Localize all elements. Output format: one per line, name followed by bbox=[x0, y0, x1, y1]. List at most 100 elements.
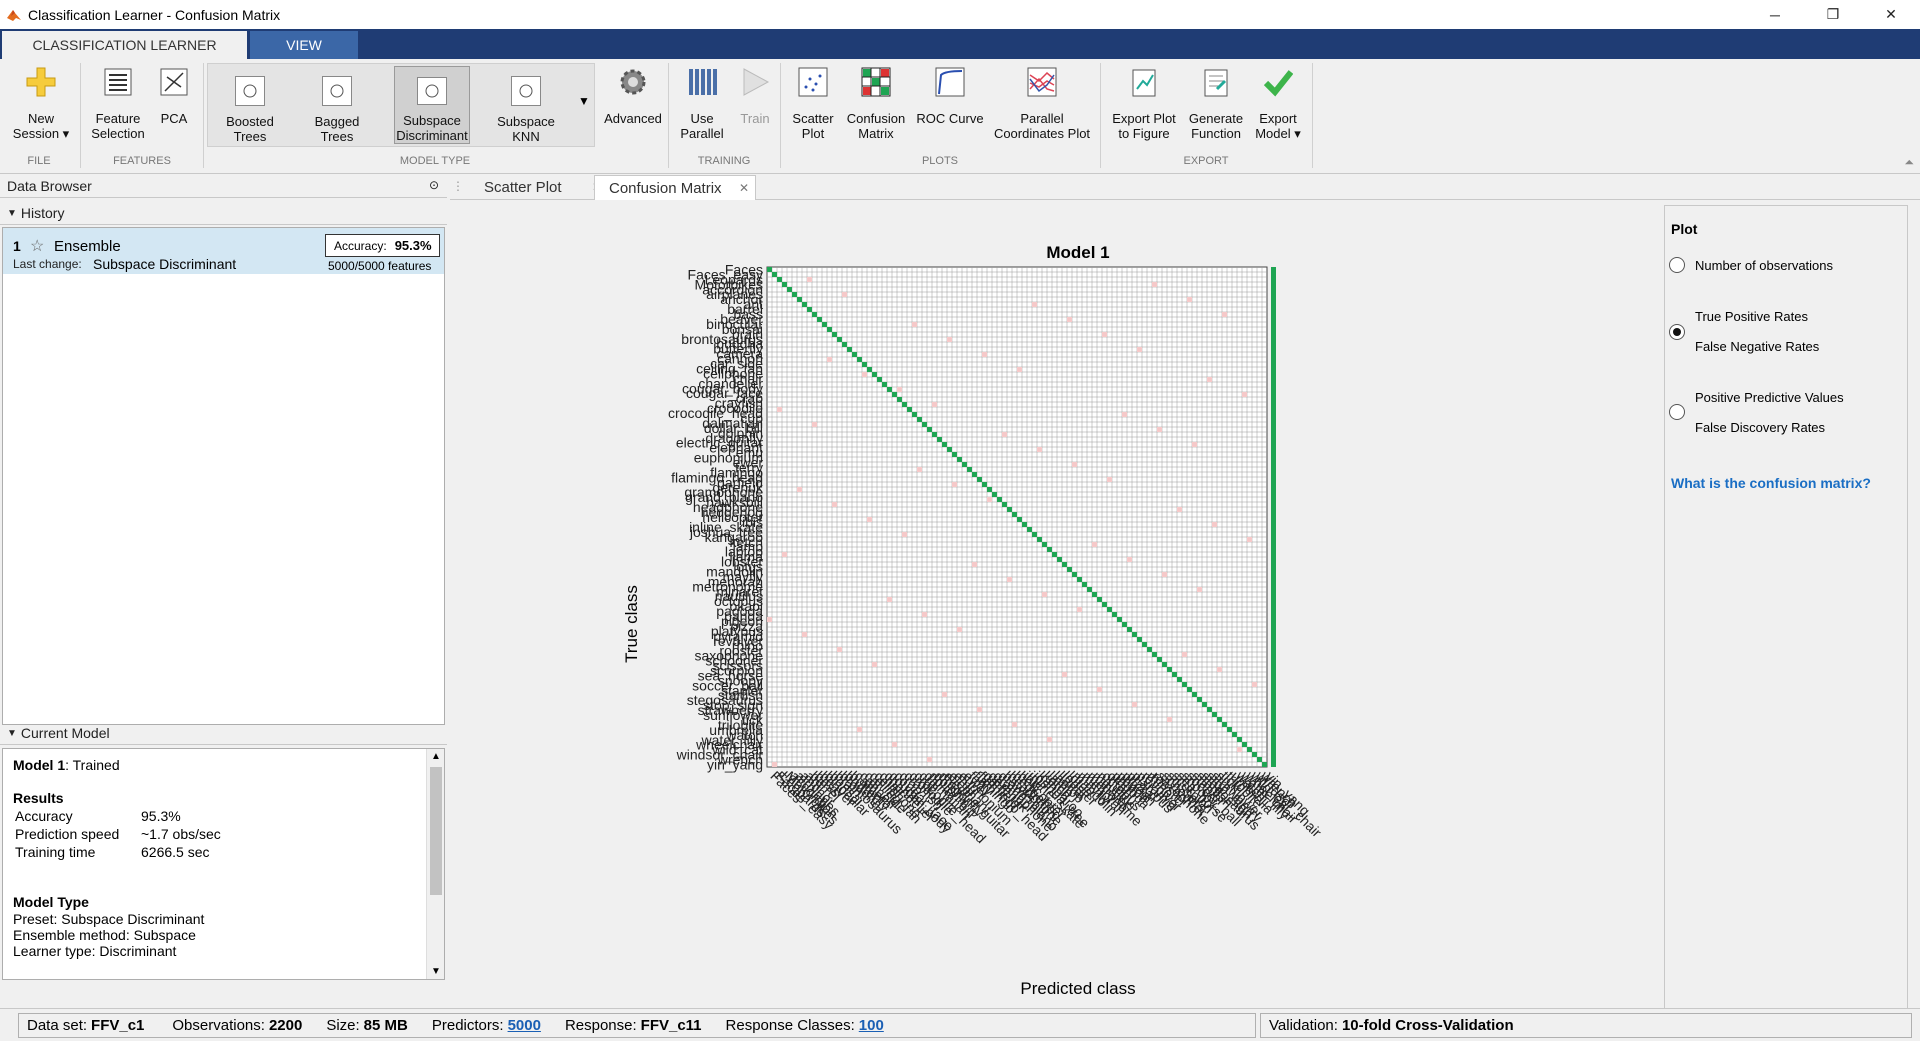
tpr-cell[interactable] bbox=[1271, 542, 1276, 547]
tpr-cell[interactable] bbox=[1271, 392, 1276, 397]
offdiag-cell[interactable] bbox=[1122, 412, 1127, 417]
diagonal-cell[interactable] bbox=[922, 422, 927, 427]
tpr-cell[interactable] bbox=[1271, 712, 1276, 717]
tpr-cell[interactable] bbox=[1271, 567, 1276, 572]
tpr-cell[interactable] bbox=[1271, 612, 1276, 617]
diagonal-cell[interactable] bbox=[847, 347, 852, 352]
history-header[interactable]: ▼ History bbox=[0, 202, 447, 225]
tpr-cell[interactable] bbox=[1271, 732, 1276, 737]
offdiag-cell[interactable] bbox=[837, 647, 842, 652]
tpr-cell[interactable] bbox=[1271, 557, 1276, 562]
tpr-cell[interactable] bbox=[1271, 387, 1276, 392]
tpr-cell[interactable] bbox=[1271, 472, 1276, 477]
diagonal-cell[interactable] bbox=[942, 442, 947, 447]
diagonal-cell[interactable] bbox=[807, 307, 812, 312]
tab-classification-learner[interactable]: CLASSIFICATION LEARNER bbox=[2, 31, 247, 59]
tpr-cell[interactable] bbox=[1271, 532, 1276, 537]
diagonal-cell[interactable] bbox=[982, 482, 987, 487]
diagonal-cell[interactable] bbox=[897, 397, 902, 402]
tpr-cell[interactable] bbox=[1271, 437, 1276, 442]
offdiag-cell[interactable] bbox=[1182, 652, 1187, 657]
offdiag-cell[interactable] bbox=[842, 292, 847, 297]
tpr-cell[interactable] bbox=[1271, 687, 1276, 692]
tab-scatter-plot[interactable]: Scatter Plot ✕ bbox=[470, 175, 608, 200]
diagonal-cell[interactable] bbox=[842, 342, 847, 347]
tpr-cell[interactable] bbox=[1271, 397, 1276, 402]
scroll-thumb[interactable] bbox=[430, 767, 442, 895]
diagonal-cell[interactable] bbox=[1072, 572, 1077, 577]
tpr-cell[interactable] bbox=[1271, 267, 1276, 272]
tpr-cell[interactable] bbox=[1271, 502, 1276, 507]
diagonal-cell[interactable] bbox=[812, 312, 817, 317]
offdiag-cell[interactable] bbox=[1222, 312, 1227, 317]
advanced-button[interactable]: Advanced bbox=[603, 65, 663, 126]
pca-button[interactable]: PCA bbox=[152, 65, 196, 126]
tpr-cell[interactable] bbox=[1271, 482, 1276, 487]
offdiag-cell[interactable] bbox=[897, 387, 902, 392]
offdiag-cell[interactable] bbox=[1017, 367, 1022, 372]
tpr-cell[interactable] bbox=[1271, 762, 1276, 767]
tpr-cell[interactable] bbox=[1271, 407, 1276, 412]
tpr-cell[interactable] bbox=[1271, 492, 1276, 497]
diagonal-cell[interactable] bbox=[1172, 672, 1177, 677]
offdiag-cell[interactable] bbox=[947, 337, 952, 342]
tpr-cell[interactable] bbox=[1271, 517, 1276, 522]
tpr-cell[interactable] bbox=[1271, 582, 1276, 587]
diagonal-cell[interactable] bbox=[1037, 537, 1042, 542]
tpr-cell[interactable] bbox=[1271, 317, 1276, 322]
minimize-button[interactable]: ─ bbox=[1770, 6, 1780, 23]
diagonal-cell[interactable] bbox=[1162, 662, 1167, 667]
diagonal-cell[interactable] bbox=[1187, 687, 1192, 692]
tpr-cell[interactable] bbox=[1271, 672, 1276, 677]
offdiag-cell[interactable] bbox=[1007, 577, 1012, 582]
tpr-cell[interactable] bbox=[1271, 682, 1276, 687]
offdiag-cell[interactable] bbox=[1002, 432, 1007, 437]
offdiag-cell[interactable] bbox=[1177, 507, 1182, 512]
scatter-plot-button[interactable]: Scatter Plot bbox=[786, 65, 840, 141]
offdiag-cell[interactable] bbox=[772, 762, 777, 767]
tpr-cell[interactable] bbox=[1271, 287, 1276, 292]
diagonal-cell[interactable] bbox=[792, 292, 797, 297]
tpr-cell[interactable] bbox=[1271, 717, 1276, 722]
diagonal-cell[interactable] bbox=[1217, 717, 1222, 722]
tpr-cell[interactable] bbox=[1271, 347, 1276, 352]
offdiag-cell[interactable] bbox=[1157, 427, 1162, 432]
diagonal-cell[interactable] bbox=[837, 337, 842, 342]
diagonal-cell[interactable] bbox=[1177, 677, 1182, 682]
confusion-matrix-button[interactable]: Confusion Matrix bbox=[844, 65, 908, 141]
diagonal-cell[interactable] bbox=[1142, 642, 1147, 647]
tpr-cell[interactable] bbox=[1271, 697, 1276, 702]
diagonal-cell[interactable] bbox=[1192, 692, 1197, 697]
diagonal-cell[interactable] bbox=[1207, 707, 1212, 712]
tpr-cell[interactable] bbox=[1271, 597, 1276, 602]
tpr-cell[interactable] bbox=[1271, 332, 1276, 337]
tpr-cell[interactable] bbox=[1271, 592, 1276, 597]
diagonal-cell[interactable] bbox=[857, 357, 862, 362]
tpr-cell[interactable] bbox=[1271, 637, 1276, 642]
offdiag-cell[interactable] bbox=[912, 322, 917, 327]
tpr-cell[interactable] bbox=[1271, 667, 1276, 672]
feature-selection-button[interactable]: Feature Selection bbox=[86, 65, 150, 141]
history-item[interactable]: 1 ☆ Ensemble Last change: Subspace Discr… bbox=[3, 228, 444, 274]
tpr-cell[interactable] bbox=[1271, 707, 1276, 712]
favorite-star-icon[interactable]: ☆ bbox=[30, 238, 45, 255]
tpr-cell[interactable] bbox=[1271, 527, 1276, 532]
tpr-cell[interactable] bbox=[1271, 642, 1276, 647]
tpr-cell[interactable] bbox=[1271, 747, 1276, 752]
train-button[interactable]: Train bbox=[735, 65, 775, 126]
diagonal-cell[interactable] bbox=[862, 362, 867, 367]
tpr-cell[interactable] bbox=[1271, 322, 1276, 327]
diagonal-cell[interactable] bbox=[827, 327, 832, 332]
diagonal-cell[interactable] bbox=[1157, 657, 1162, 662]
close-tab-icon[interactable]: ✕ bbox=[738, 181, 749, 195]
offdiag-cell[interactable] bbox=[972, 562, 977, 567]
offdiag-cell[interactable] bbox=[832, 502, 837, 507]
diagonal-cell[interactable] bbox=[1002, 502, 1007, 507]
offdiag-cell[interactable] bbox=[797, 487, 802, 492]
tpr-cell[interactable] bbox=[1271, 617, 1276, 622]
offdiag-cell[interactable] bbox=[1217, 667, 1222, 672]
radio-positive-predictive-values[interactable] bbox=[1669, 404, 1685, 420]
tpr-cell[interactable] bbox=[1271, 572, 1276, 577]
diagonal-cell[interactable] bbox=[1137, 637, 1142, 642]
tpr-cell[interactable] bbox=[1271, 307, 1276, 312]
